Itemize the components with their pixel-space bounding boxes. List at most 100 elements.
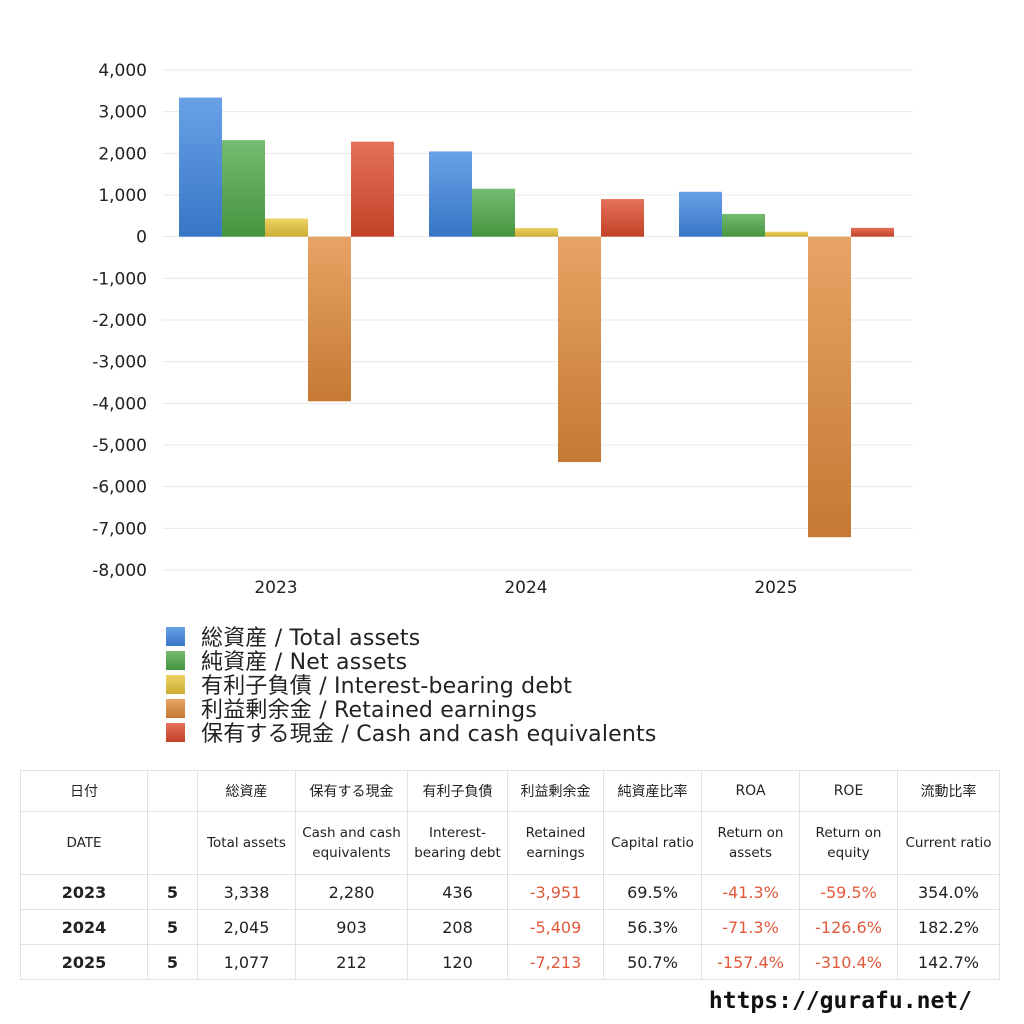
header-cell-jp: ROE <box>799 770 898 812</box>
table-cell: 1,077 <box>197 944 296 980</box>
bar <box>515 228 558 237</box>
legend-item: 利益剰余金 / Retained earnings <box>166 696 657 723</box>
bars <box>179 97 894 538</box>
header-cell-jp: 総資産 <box>197 770 296 812</box>
legend-swatch <box>166 626 185 646</box>
x-tick-label: 2025 <box>754 578 797 598</box>
x-tick-label: 2024 <box>504 578 547 598</box>
bar <box>351 141 394 237</box>
x-tick-label: 2023 <box>254 578 297 598</box>
table-cell: 5 <box>147 909 198 945</box>
source-url: https://gurafu.net/ <box>708 988 972 1014</box>
x-axis-ticks: 2023 2024 2025 <box>254 578 797 598</box>
y-tick-label: -6,000 <box>92 478 147 498</box>
bar <box>722 213 765 237</box>
table-cell: 3,338 <box>197 874 296 910</box>
table-cell: 436 <box>407 874 508 910</box>
header-cell-jp: 日付 <box>20 770 148 812</box>
table-cell: -59.5% <box>799 874 898 910</box>
table-cell: 5 <box>147 874 198 910</box>
table-cell: 354.0% <box>897 874 1000 910</box>
legend-swatch <box>166 674 185 694</box>
table-cell: -3,951 <box>507 874 604 910</box>
legend-swatch <box>166 650 185 670</box>
table-cell: 5 <box>147 944 198 980</box>
table-cell: -41.3% <box>701 874 800 910</box>
header-cell-en: Return on equity <box>799 811 898 875</box>
legend-label: 有利子負債 / Interest-bearing debt <box>201 674 573 699</box>
header-cell-jp: 保有する現金 <box>295 770 408 812</box>
table-body: 2023 5 3,338 2,280 436 -3,951 69.5% -41.3% -59.5… <box>20 874 1000 980</box>
y-tick-label: -4,000 <box>92 394 147 414</box>
y-tick-label: -5,000 <box>92 436 147 456</box>
table-cell: 2024 <box>20 909 148 945</box>
legend-label: 総資産 / Total assets <box>201 626 421 651</box>
header-cell-en: Capital ratio <box>603 811 702 875</box>
legend-label: 利益剰余金 / Retained earnings <box>201 698 537 723</box>
table-cell: 69.5% <box>603 874 702 910</box>
table-cell: 120 <box>407 944 508 980</box>
header-cell-jp: 利益剰余金 <box>507 770 604 812</box>
y-tick-label: -3,000 <box>92 353 147 373</box>
table-header-jp: 日付 総資産 保有する現金 有利子負債 利益剰余金 純資産比率 ROA ROE 流動比率 <box>20 770 1000 812</box>
table-cell: 2,045 <box>197 909 296 945</box>
table-cell: 208 <box>407 909 508 945</box>
table-cell: 2023 <box>20 874 148 910</box>
header-cell-jp: ROA <box>701 770 800 812</box>
header-cell-en: Retained earnings <box>507 811 604 875</box>
legend-item: 保有する現金 / Cash and cash equivalents <box>166 720 657 747</box>
bar <box>222 140 265 237</box>
legend-swatch <box>166 698 185 718</box>
grid-lines <box>163 69 913 571</box>
bar-chart: 4,000 3,000 2,000 1,000 0 -1,000 -2,000 -3,000 -… <box>92 61 913 598</box>
table-cell: -5,409 <box>507 909 604 945</box>
y-tick-label: 0 <box>136 228 147 248</box>
y-tick-label: 1,000 <box>98 186 147 206</box>
y-axis-ticks: 4,000 3,000 2,000 1,000 0 -1,000 -2,000 -3,000 -… <box>92 61 147 581</box>
table-cell: 903 <box>295 909 408 945</box>
bar <box>851 227 894 237</box>
y-tick-label: -2,000 <box>92 311 147 331</box>
bar <box>265 218 308 237</box>
legend-item: 有利子負債 / Interest-bearing debt <box>166 672 657 699</box>
y-tick-label: -8,000 <box>92 561 147 581</box>
table-cell: -310.4% <box>799 944 898 980</box>
bar <box>308 236 351 402</box>
table-cell: 212 <box>295 944 408 980</box>
table-header-en: DATE Total assets Cash and cash equivalent… <box>20 811 1000 875</box>
financial-table: 日付 総資産 保有する現金 有利子負債 利益剰余金 純資産比率 ROA ROE 流動比率 DAT… <box>20 770 1000 980</box>
header-cell-en: Current ratio <box>897 811 1000 875</box>
bar <box>179 97 222 237</box>
table-cell: -7,213 <box>507 944 604 980</box>
y-tick-label: -7,000 <box>92 519 147 539</box>
legend-item: 総資産 / Total assets <box>166 624 657 651</box>
table-cell: 2,280 <box>295 874 408 910</box>
bar <box>429 151 472 237</box>
table-row: 2024 5 2,045 903 208 -5,409 56.3% -71.3% -126.6%… <box>20 909 1000 945</box>
bar <box>765 231 808 237</box>
table-cell: 142.7% <box>897 944 1000 980</box>
legend-label: 純資産 / Net assets <box>201 650 408 675</box>
header-cell-en: DATE <box>20 811 148 875</box>
bar <box>472 188 515 237</box>
table-cell: 56.3% <box>603 909 702 945</box>
table-row: 2025 5 1,077 212 120 -7,213 50.7% -157.4% -310.4… <box>20 944 1000 980</box>
y-tick-label: 4,000 <box>98 61 147 81</box>
table-row: 2023 5 3,338 2,280 436 -3,951 69.5% -41.3% -59.5… <box>20 874 1000 910</box>
header-cell-jp: 流動比率 <box>897 770 1000 812</box>
bar <box>679 191 722 237</box>
legend-swatch <box>166 722 185 742</box>
header-cell-en: Return on assets <box>701 811 800 875</box>
bar <box>808 236 851 538</box>
header-cell-jp: 有利子負債 <box>407 770 508 812</box>
y-tick-label: 2,000 <box>98 144 147 164</box>
legend: 総資産 / Total assets 純資産 / Net assets 有利子負債 … <box>166 624 657 747</box>
header-cell-en: Total assets <box>197 811 296 875</box>
header-cell-en: Interest-bearing debt <box>407 811 508 875</box>
table-cell: -157.4% <box>701 944 800 980</box>
y-tick-label: 3,000 <box>98 103 147 123</box>
table-cell: -126.6% <box>799 909 898 945</box>
header-cell-jp <box>147 770 198 812</box>
header-cell-en <box>147 811 198 875</box>
table-cell: 50.7% <box>603 944 702 980</box>
